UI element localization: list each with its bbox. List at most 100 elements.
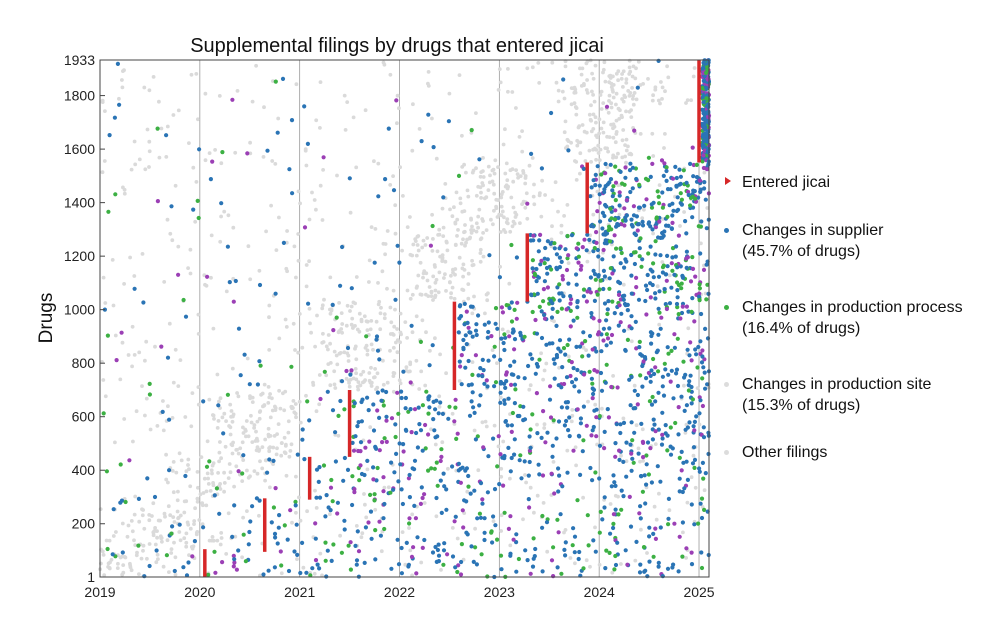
filing-point: [508, 469, 513, 474]
filing-point: [592, 298, 598, 303]
other-filing-point: [464, 240, 468, 245]
filing-point: [616, 512, 621, 517]
other-filing-point: [417, 387, 422, 391]
other-filing-point: [490, 179, 495, 184]
filing-point: [557, 265, 563, 270]
filing-point: [601, 338, 606, 343]
filing-point: [549, 315, 555, 320]
filing-point: [453, 565, 458, 570]
filing-point: [110, 552, 115, 557]
filing-point: [557, 246, 562, 251]
other-filing-point: [373, 507, 378, 512]
other-filing-point: [153, 542, 158, 547]
filing-point: [635, 222, 640, 227]
other-filing-point: [559, 230, 564, 235]
other-filing-point: [111, 303, 116, 308]
filing-point: [241, 453, 246, 458]
other-filing-point: [267, 395, 272, 400]
filing-point: [662, 361, 667, 366]
other-filing-point: [481, 175, 486, 179]
filing-point: [628, 524, 634, 529]
other-filing-point: [365, 467, 370, 472]
other-filing-point: [499, 529, 503, 533]
filing-point: [702, 370, 707, 375]
plot-frame: [99, 59, 710, 578]
filing-point: [377, 357, 382, 362]
filing-point: [509, 372, 514, 377]
other-filing-point: [498, 80, 503, 85]
filing-point: [622, 223, 627, 228]
filing-point: [439, 454, 444, 459]
filing-point: [470, 334, 475, 339]
filing-point: [414, 571, 419, 576]
filing-point: [703, 471, 708, 476]
other-filing-point: [651, 93, 655, 98]
filing-point: [469, 399, 474, 404]
other-filing-point: [682, 383, 686, 388]
other-filing-point: [452, 205, 456, 210]
other-filing-point: [386, 485, 391, 490]
other-filing-point: [219, 531, 224, 535]
filing-point: [597, 183, 602, 188]
filing-point: [662, 287, 667, 292]
filing-point: [584, 423, 589, 428]
other-filing-point: [434, 277, 439, 282]
filing-point: [668, 379, 673, 384]
other-filing-point: [469, 217, 473, 222]
filing-point: [466, 484, 471, 489]
filing-point: [637, 205, 643, 210]
filing-point: [581, 287, 587, 292]
other-filing-point: [285, 229, 289, 233]
filing-point: [373, 444, 378, 449]
filing-point: [391, 487, 396, 492]
other-filing-point: [408, 215, 412, 219]
filing-point: [512, 401, 518, 406]
filing-point: [172, 568, 177, 574]
filing-point: [429, 466, 434, 471]
other-filing-point: [624, 148, 629, 153]
filing-point: [538, 262, 543, 267]
filing-point: [676, 233, 682, 238]
dot-marker-icon: [722, 442, 742, 462]
filing-point: [698, 398, 703, 403]
filing-point: [358, 463, 363, 468]
other-filing-point: [391, 288, 396, 293]
other-filing-point: [255, 471, 260, 476]
other-filing-point: [562, 130, 567, 135]
other-filing-point: [297, 399, 302, 404]
filing-point: [594, 415, 599, 420]
filing-point: [349, 368, 354, 373]
other-filing-point: [176, 244, 181, 249]
filing-point: [196, 215, 201, 221]
other-filing-point: [294, 415, 298, 420]
filing-point: [533, 546, 538, 552]
filing-point: [365, 458, 370, 463]
other-filing-point: [491, 519, 496, 523]
other-filing-point: [382, 312, 387, 316]
other-filing-point: [465, 188, 470, 193]
filing-point: [663, 367, 668, 372]
filing-point: [654, 215, 659, 220]
filing-point: [591, 316, 596, 321]
filing-point: [673, 420, 678, 426]
other-filing-point: [126, 353, 131, 357]
other-filing-point: [201, 491, 206, 495]
filing-point: [511, 452, 517, 457]
other-filing-point: [510, 224, 515, 229]
filing-point: [551, 357, 556, 362]
filing-point: [206, 572, 211, 578]
other-filing-point: [191, 165, 196, 170]
other-filing-point: [467, 236, 472, 241]
other-filing-point: [580, 123, 585, 127]
filing-point: [581, 404, 587, 409]
filing-point: [478, 393, 483, 398]
filing-point: [639, 264, 644, 269]
other-filing-point: [474, 166, 478, 171]
filing-point: [445, 552, 450, 557]
filing-point: [585, 289, 590, 294]
other-filing-point: [535, 422, 539, 427]
filing-point: [622, 265, 627, 270]
filing-point: [293, 499, 298, 504]
other-filing-point: [118, 555, 123, 560]
other-filing-point: [585, 78, 589, 82]
